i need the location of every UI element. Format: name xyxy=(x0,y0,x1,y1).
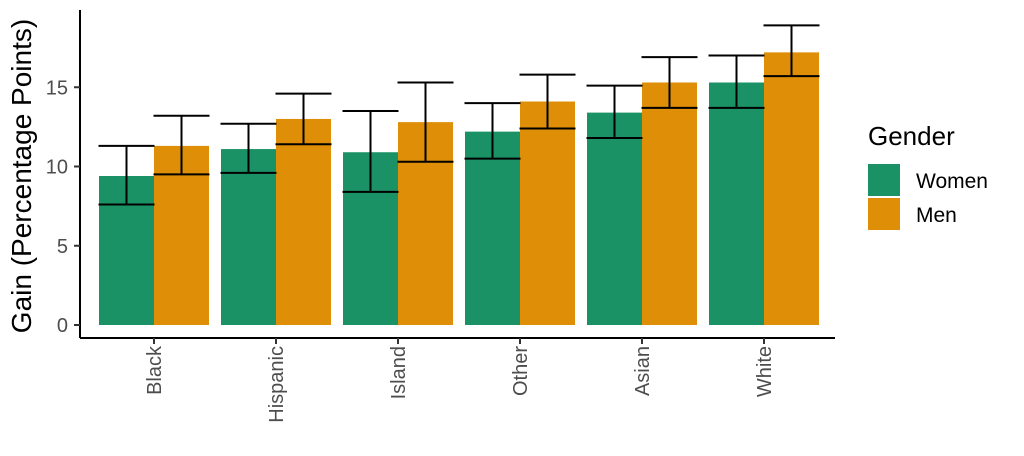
axes-layer: 0 5 10 15 Black Hispanic Island Other Asian White… xyxy=(6,10,835,423)
legend-swatch-women xyxy=(868,164,900,196)
x-tick-label-hispanic: Hispanic xyxy=(266,346,288,423)
error-bar-women-asian xyxy=(586,84,643,139)
error-bar-men-other xyxy=(519,73,576,130)
bar-men-white xyxy=(764,52,819,325)
error-bars-layer xyxy=(98,24,820,206)
x-tick-label-black: Black xyxy=(144,345,166,395)
y-tick-label: 0 xyxy=(57,315,68,337)
bar-men-other xyxy=(520,101,575,325)
x-tick-label-other: Other xyxy=(510,346,532,396)
y-tick-label: 15 xyxy=(46,77,68,99)
bar-men-black xyxy=(154,145,209,325)
legend-swatch-men xyxy=(868,198,900,230)
error-bar-women-white xyxy=(708,54,765,109)
y-axis-title: Gain (Percentage Points) xyxy=(6,19,37,333)
error-bar-men-island xyxy=(397,81,454,163)
bar-women-hispanic xyxy=(221,149,276,325)
error-bar-men-white xyxy=(763,24,820,78)
error-bar-women-other xyxy=(464,102,521,160)
error-bar-men-hispanic xyxy=(275,92,332,146)
bar-men-hispanic xyxy=(276,118,331,325)
legend-label-women: Women xyxy=(916,170,988,193)
error-bar-men-asian xyxy=(641,56,698,109)
error-bar-women-island xyxy=(342,110,399,193)
x-tick-label-island: Island xyxy=(388,346,410,399)
legend: Gender Women Men xyxy=(868,121,988,230)
legend-label-men: Men xyxy=(916,204,957,227)
y-tick-label: 10 xyxy=(46,157,68,179)
bar-women-asian xyxy=(587,112,642,325)
x-tick-label-asian: Asian xyxy=(632,346,654,396)
bar-women-other xyxy=(465,131,520,325)
legend-title: Gender xyxy=(868,121,955,151)
bar-women-white xyxy=(709,82,764,326)
error-bar-men-black xyxy=(153,114,210,176)
error-bar-women-hispanic xyxy=(220,122,277,174)
error-bar-women-black xyxy=(98,144,155,206)
bars-layer xyxy=(99,52,819,326)
bar-men-asian xyxy=(642,82,697,326)
y-tick-label: 5 xyxy=(57,236,68,258)
x-tick-label-white: White xyxy=(754,346,776,397)
